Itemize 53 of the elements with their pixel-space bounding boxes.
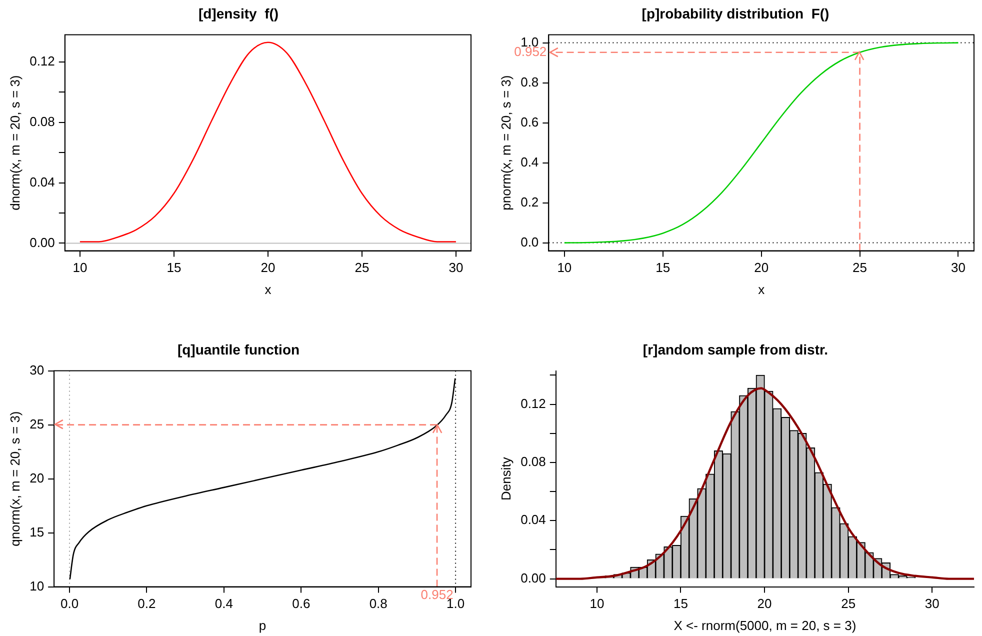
x-axis-title: p	[258, 618, 266, 633]
y-tick-label: 0.0	[520, 234, 539, 250]
y-tick-label: 0.8	[520, 74, 539, 90]
x-tick-label: 10	[557, 260, 572, 276]
line-series	[79, 42, 457, 242]
x-tick-label: 0.6	[292, 596, 310, 612]
x-tick-label: 15	[656, 260, 670, 276]
y-axis-title: pnorm(x, m = 20, s = 3)	[498, 75, 514, 210]
y-tick-label: 20	[30, 470, 44, 486]
x-tick-label: 25	[354, 260, 370, 276]
chart-title: [r]andom sample from distr.	[642, 341, 828, 358]
y-tick-label: 0.00	[520, 570, 546, 586]
x-axis-title: x	[758, 282, 766, 297]
y-tick-label: 0.12	[30, 54, 55, 69]
y-tick-label: 15	[30, 524, 44, 540]
x-tick-label: 20	[757, 596, 772, 612]
y-axis-title: dnorm(x, m = 20, s = 3)	[7, 75, 22, 210]
x-tick-label: 10	[590, 596, 604, 612]
x-tick-label: 15	[674, 596, 688, 612]
y-tick-label: 0.4	[520, 154, 539, 170]
chart-title: [p]robability distribution F()	[642, 5, 830, 22]
y-tick-label: 0.00	[30, 234, 55, 250]
y-tick-label: 10	[30, 578, 44, 594]
y-tick-label: 0.12	[520, 396, 546, 411]
y-tick-label: 25	[30, 416, 44, 432]
line-series	[564, 42, 959, 244]
y-tick-label: 30	[30, 362, 44, 378]
x-tick-label: 20	[260, 260, 276, 276]
x-tick-label: 0.4	[214, 596, 233, 612]
x-axis-title: X <- rnorm(5000, m = 20, s = 3)	[674, 618, 856, 633]
x-tick-label: 30	[448, 260, 464, 276]
y-axis-title: qnorm(x, m = 20, s = 3)	[7, 411, 22, 546]
y-tick-label: 0.04	[30, 174, 55, 190]
y-axis-title: Density	[498, 456, 514, 500]
x-tick-label: 30	[951, 260, 966, 276]
y-tick-label: 0.04	[520, 512, 546, 528]
x-tick-label: 0.8	[369, 596, 388, 612]
y-tick-label: 0.08	[520, 454, 546, 470]
x-axis-title: x	[264, 282, 272, 297]
x-tick-label: 0.2	[138, 596, 156, 612]
chart-title: [q]uantile function	[177, 341, 300, 358]
y-tick-label: 0.2	[520, 194, 539, 210]
x-tick-label: 10	[72, 260, 88, 276]
y-tick-label: 0.6	[520, 114, 539, 130]
x-tick-label: 25	[852, 260, 868, 276]
line-series	[556, 387, 974, 580]
x-tick-label: 15	[166, 260, 182, 276]
chart-title: [d]ensity f()	[198, 5, 279, 22]
x-tick-label: 0.0	[60, 596, 79, 612]
x-tick-label: 25	[841, 596, 856, 612]
x-tick-label: 20	[754, 260, 769, 276]
y-tick-label: 0.08	[30, 114, 55, 129]
x-tick-label: 30	[924, 596, 940, 612]
